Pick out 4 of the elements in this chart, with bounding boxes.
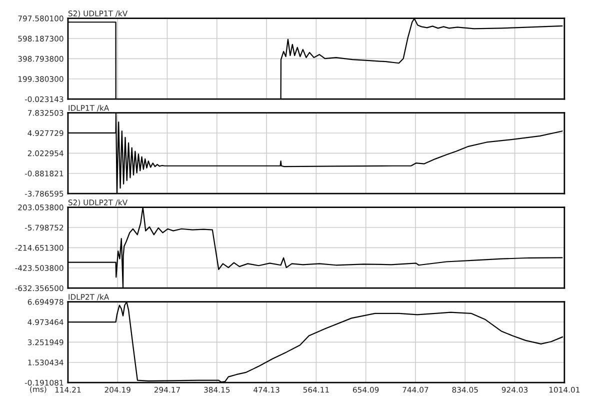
line-series [68,302,564,383]
line-series [68,207,563,288]
line-series [68,18,563,100]
line-series [68,112,563,194]
